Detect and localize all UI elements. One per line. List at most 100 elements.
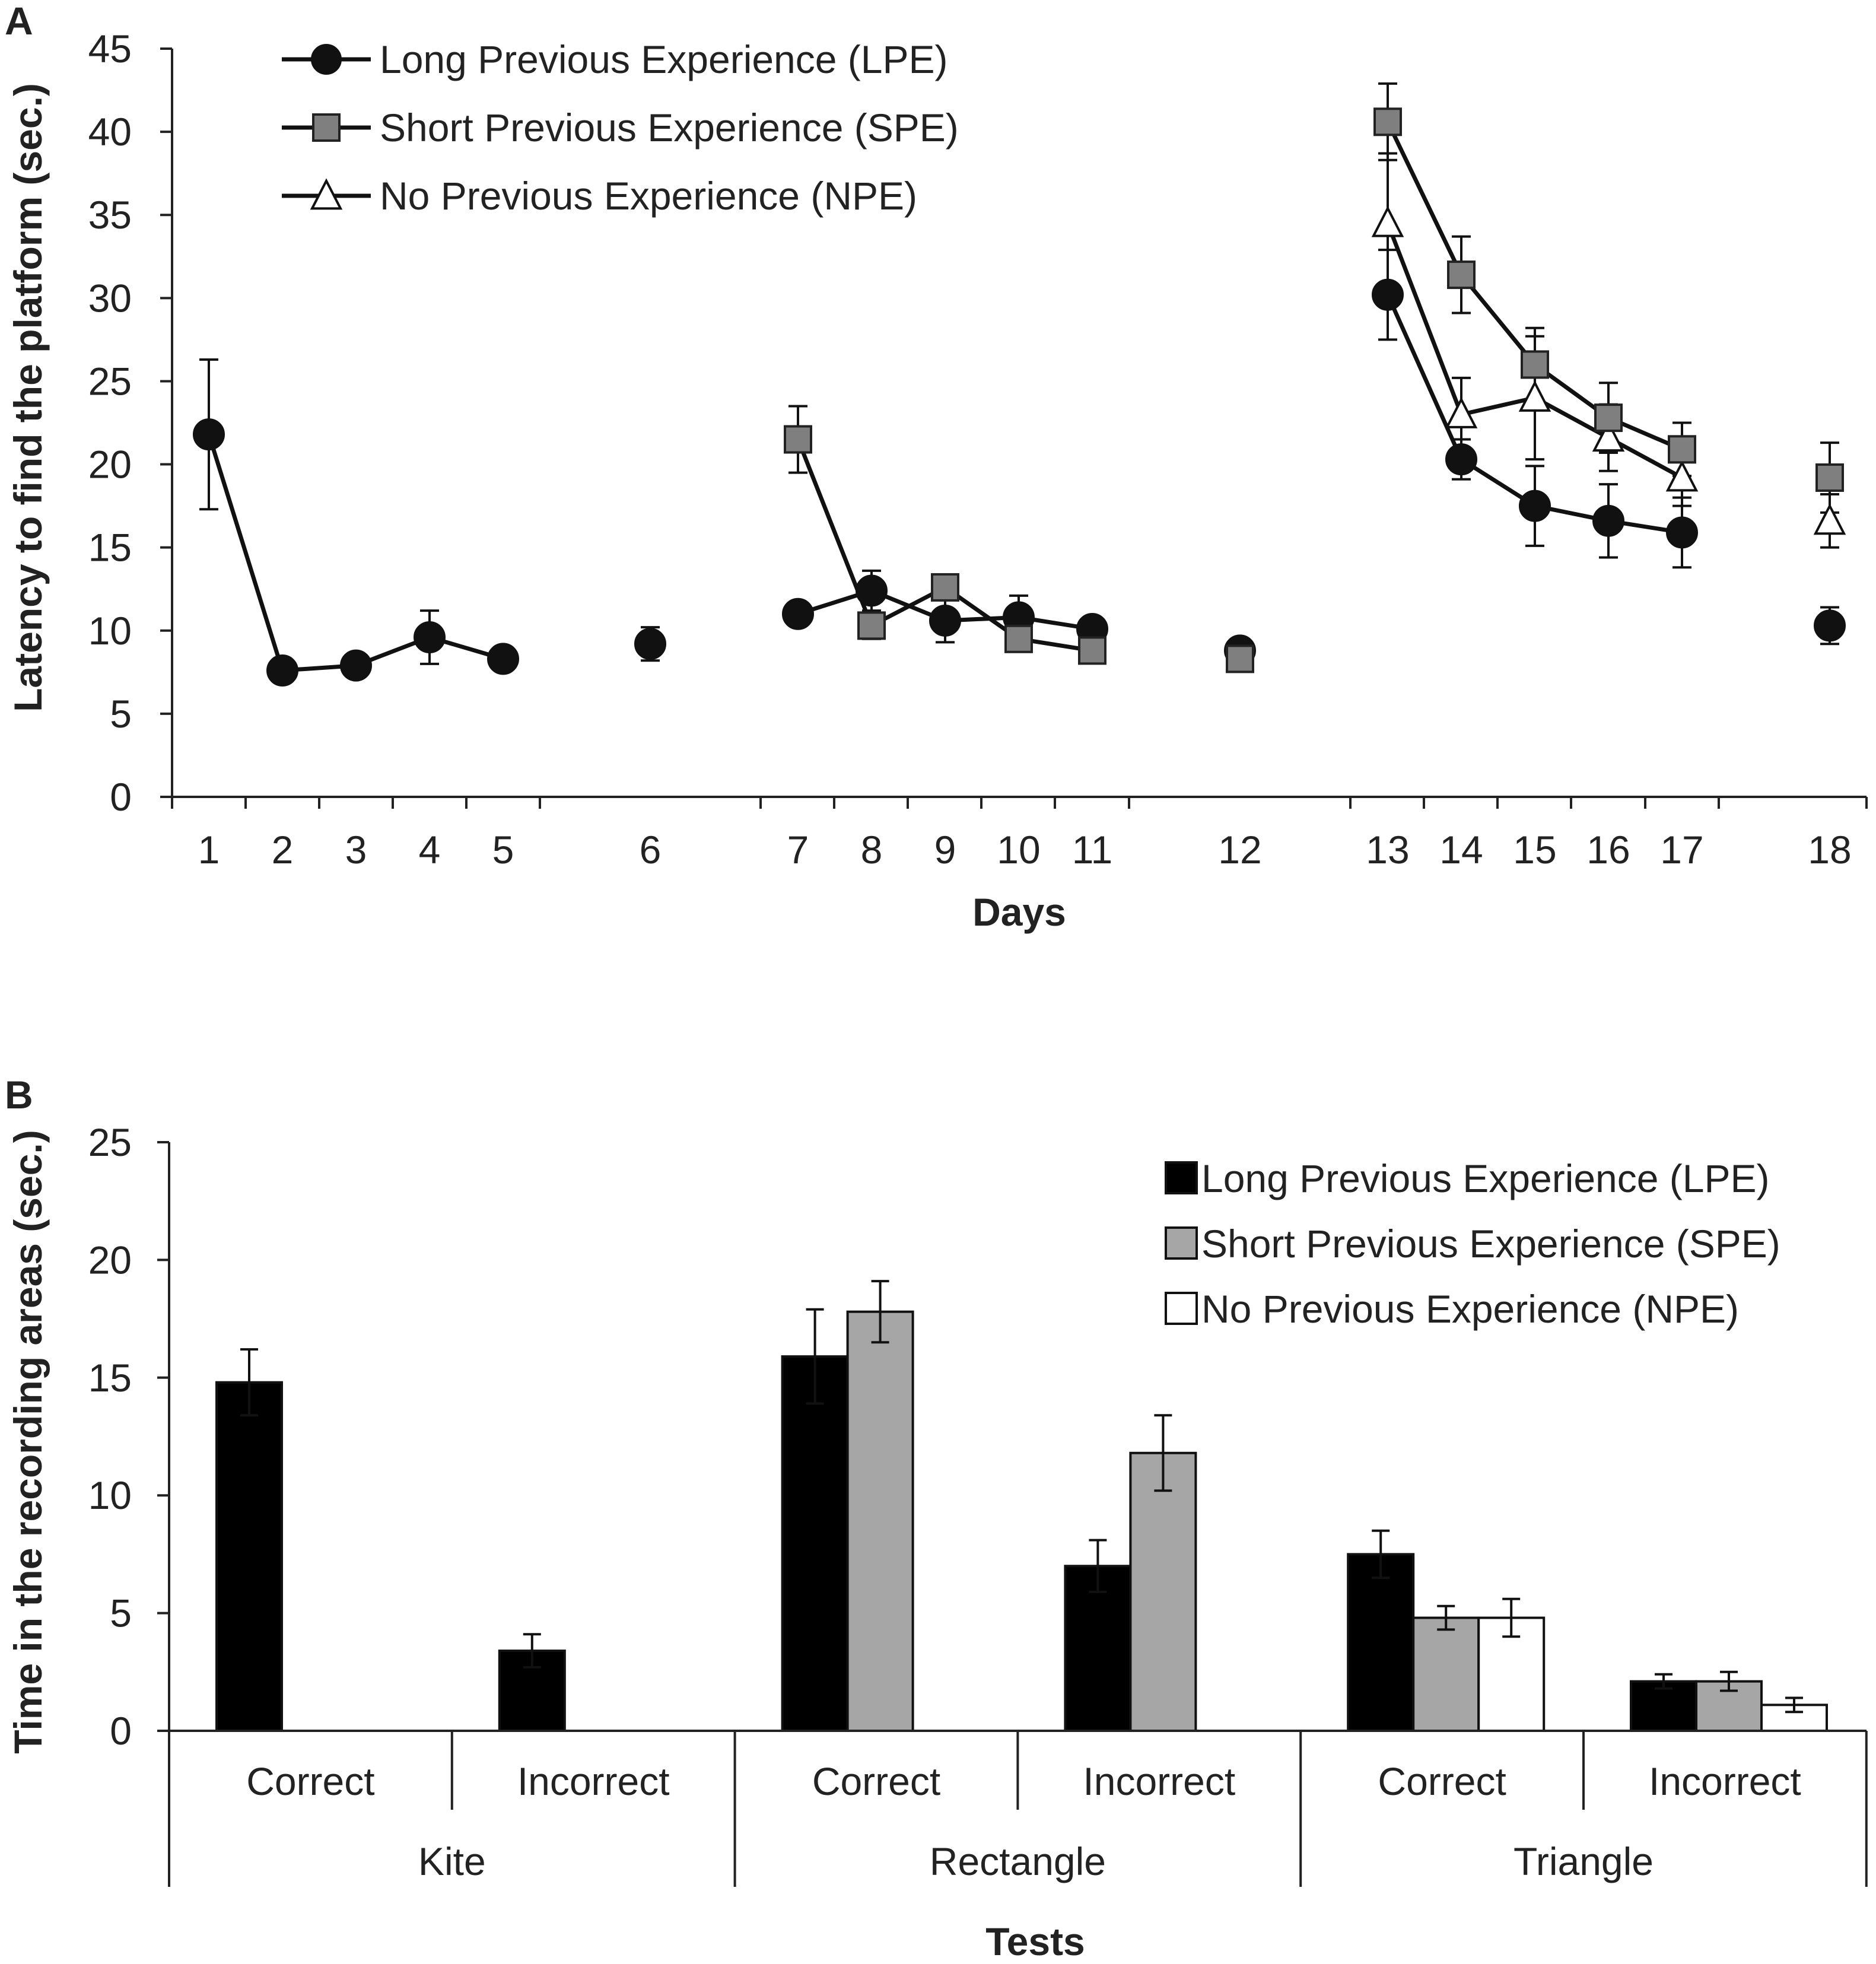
panel-a-square-point	[1447, 260, 1476, 290]
panel-a-y-tick-label: 30	[88, 276, 132, 320]
panel-a-circle-series-line	[206, 434, 504, 673]
panel-b-y-tick-label: 15	[88, 1356, 132, 1400]
panel-b-category-label: Incorrect	[1083, 1759, 1235, 1803]
panel-a-circle-point	[782, 598, 814, 630]
panel-a-x-tick-label: 14	[1439, 828, 1483, 872]
panel-b-letter: B	[5, 1073, 33, 1117]
panel-a-triangle-point	[1371, 205, 1404, 237]
panel-b-y-tick-label: 25	[88, 1120, 132, 1164]
panel-b-legend-label: Short Previous Experience (SPE)	[1201, 1222, 1780, 1266]
panel-a-x-tick-label: 2	[272, 828, 294, 872]
panel-a-x-tick-label: 15	[1513, 828, 1556, 872]
panel-a-circle-point	[856, 574, 888, 607]
panel-b-legend-label: Long Previous Experience (LPE)	[1201, 1156, 1770, 1200]
panel-b-legend-swatch-lpe	[1165, 1161, 1198, 1194]
panel-a-x-tick-label: 6	[640, 828, 662, 872]
panel-a-legend-marker-triangle	[310, 178, 343, 210]
panel-a-legend-label: Long Previous Experience (LPE)	[380, 37, 948, 81]
panel-a-legend-marker-circle	[311, 44, 342, 75]
panel-a-circle-point	[929, 604, 961, 637]
panel-a-square-point	[1373, 107, 1402, 136]
panel-b-y-tick-label: 10	[88, 1473, 132, 1517]
panel-b-x-axis-title: Tests	[985, 1919, 1085, 1963]
panel-a-x-tick-label: 17	[1660, 828, 1703, 872]
panel-b-y-tick-label: 20	[88, 1238, 132, 1282]
panel-b-y-tick-label: 5	[110, 1591, 132, 1635]
panel-b-legend-swatch-spe	[1165, 1226, 1198, 1260]
panel-b-legend: Long Previous Experience (LPE) Short Prev…	[1165, 1156, 1780, 1331]
panel-a-x-tick-label: 4	[419, 828, 441, 872]
panel-b-legend-label: No Previous Experience (NPE)	[1201, 1287, 1739, 1331]
panel-a-triangle-point	[1518, 380, 1551, 412]
panel-a-triangle-point	[1592, 420, 1625, 452]
panel-a-circle-point	[487, 643, 519, 675]
panel-a-triangle-point	[1813, 503, 1846, 535]
panel-a-y-tick-label: 10	[88, 609, 132, 653]
panel-a-y-tick-label: 25	[88, 359, 132, 403]
panel-a-circle-point	[634, 628, 666, 660]
panel-a-x-tick-label: 7	[787, 828, 809, 872]
panel-a-circle-point	[1592, 504, 1624, 537]
panel-a-square-point	[1004, 624, 1033, 653]
panel-a-x-tick-label: 11	[1072, 828, 1113, 872]
panel-a: A Latency to find the platform (sec.) Da…	[5, 0, 1868, 934]
panel-a-square-point	[1226, 644, 1254, 673]
panel-a-x-tick-label: 8	[861, 828, 883, 872]
panel-a-square-point	[931, 573, 959, 602]
panel-a-circle-point	[1445, 443, 1477, 476]
panel-a-square-point	[1594, 403, 1623, 433]
panel-b: B Time in the recording areas (sec.) Tes…	[5, 1073, 1868, 1963]
panel-b-category-label: Correct	[1378, 1759, 1506, 1803]
panel-a-square-point	[1078, 636, 1106, 665]
panel-a-y-tick-label: 40	[88, 110, 132, 154]
panel-b-group-label: Kite	[418, 1839, 486, 1883]
panel-a-y-axis-title: Latency to find the platform (sec.)	[6, 83, 50, 712]
panel-a-y-tick-label: 5	[110, 692, 132, 736]
panel-b-bar-lpe	[215, 1381, 283, 1733]
panel-a-y-tick-label: 0	[110, 775, 132, 819]
panel-a-square-point	[784, 425, 812, 454]
panel-a-circle-point	[1372, 278, 1404, 311]
panel-a-x-tick-label: 16	[1586, 828, 1630, 872]
panel-a-x-tick-label: 13	[1366, 828, 1409, 872]
panel-b-y-tick-label: 0	[110, 1709, 132, 1753]
panel-a-square-point	[1815, 463, 1844, 492]
panel-a-x-tick-label: 12	[1218, 828, 1261, 872]
panel-a-y-tick-label: 35	[88, 193, 132, 237]
panel-a-x-tick-label: 18	[1808, 828, 1851, 872]
panel-a-square-point	[857, 611, 886, 640]
panel-b-group-label: Triangle	[1513, 1839, 1654, 1883]
panel-a-circle-point	[1519, 490, 1551, 522]
panel-a-circle-point	[1814, 609, 1846, 642]
panel-a-x-tick-label: 5	[492, 828, 514, 872]
panel-b-category-label: Correct	[246, 1759, 374, 1803]
panel-b-group-label: Rectangle	[930, 1839, 1106, 1883]
panel-b-y-axis-title: Time in the recording areas (sec.)	[6, 1130, 50, 1754]
panel-a-legend-marker-square	[312, 113, 341, 142]
panel-a-y-tick-label: 15	[88, 526, 132, 570]
panel-a-circle-point	[266, 654, 298, 687]
panel-b-category-label: Incorrect	[517, 1759, 670, 1803]
panel-b-bar-spe	[846, 1310, 914, 1733]
panel-b-category-label: Incorrect	[1649, 1759, 1801, 1803]
panel-a-x-tick-label: 10	[997, 828, 1040, 872]
panel-a-x-tick-label: 3	[345, 828, 367, 872]
panel-a-circle-point	[193, 418, 225, 451]
panel-a-x-tick-label: 1	[198, 828, 220, 872]
panel-a-legend-label: No Previous Experience (NPE)	[380, 174, 917, 218]
panel-a-x-tick-label: 9	[934, 828, 956, 872]
panel-b-bar-lpe	[1347, 1553, 1415, 1732]
panel-a-square-point	[1668, 435, 1696, 464]
panel-a-legend: Long Previous Experience (LPE) Short Prev…	[282, 37, 959, 218]
panel-a-x-axis-title: Days	[972, 890, 1066, 934]
panel-a-circle-point	[340, 649, 372, 682]
panel-a-circle-point	[1666, 516, 1698, 549]
panel-b-category-label: Correct	[812, 1759, 940, 1803]
panel-a-legend-label: Short Previous Experience (SPE)	[380, 106, 959, 150]
panel-a-y-tick-label: 20	[88, 443, 132, 487]
panel-a-letter: A	[5, 0, 33, 43]
panel-b-bar-lpe	[781, 1355, 849, 1732]
panel-a-triangle-point	[1665, 460, 1699, 492]
panel-a-y-tick-label: 45	[88, 27, 132, 71]
